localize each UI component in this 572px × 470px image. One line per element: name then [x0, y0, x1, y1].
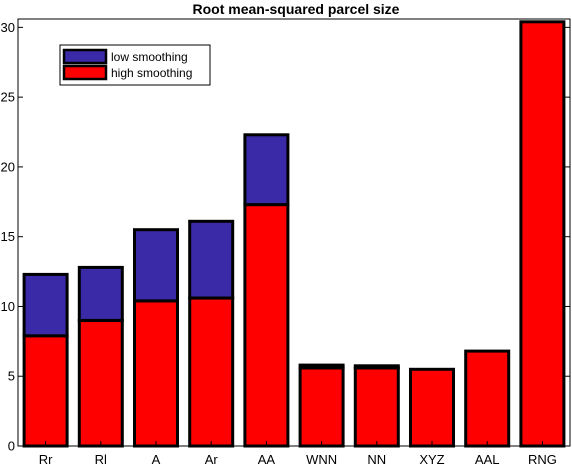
bar-rng-high-smoothing — [519, 20, 566, 448]
bar-aa-high-smoothing — [243, 203, 290, 448]
bar-rr-low-smoothing — [22, 272, 69, 338]
bar-rl-high-smoothing — [77, 318, 124, 448]
x-tick-label: Rr — [39, 452, 53, 467]
legend-label-low-smoothing: low smoothing — [111, 50, 188, 64]
bar-a-high-smoothing — [133, 299, 179, 448]
y-tick-label: 10 — [1, 299, 15, 314]
x-tick-label: Ar — [205, 452, 219, 467]
legend-label-high-smoothing: high smoothing — [111, 66, 192, 80]
bar-nn-low-smoothing — [353, 364, 400, 370]
y-tick-label: 30 — [1, 20, 15, 35]
bar-xyz-high-smoothing — [409, 367, 455, 448]
bar-wnn-high-smoothing — [298, 366, 345, 448]
axes-layer: 0 5 10 15 20 25 30 Rr Rl A Ar AA WNN NN XYZ AAL RNG — [1, 18, 571, 467]
x-tick-label: NN — [367, 452, 386, 467]
legend-swatch-high-smoothing — [62, 64, 108, 81]
x-tick-label: AAL — [475, 452, 500, 467]
y-tick-label: 25 — [1, 90, 15, 105]
x-tick-label: RNG — [528, 452, 557, 467]
y-tick-label: 5 — [8, 369, 15, 384]
bar-aa-low-smoothing — [243, 133, 290, 207]
legend: low smoothing high smoothing — [59, 44, 211, 86]
x-tick-label: A — [152, 452, 161, 467]
y-tick-label: 0 — [8, 439, 15, 454]
bar-wnn-low-smoothing — [298, 363, 345, 370]
bar-rr-high-smoothing — [22, 334, 69, 448]
axes-frame — [17, 18, 571, 447]
legend-swatch-low-smoothing — [62, 48, 108, 65]
x-tick-label: WNN — [306, 452, 337, 467]
bar-rl-low-smoothing — [77, 265, 124, 322]
bar-ar-high-smoothing — [188, 296, 235, 448]
y-tick-label: 15 — [1, 229, 15, 244]
bar-aal-high-smoothing — [464, 349, 511, 448]
x-tick-label: XYZ — [419, 452, 444, 467]
x-tick-label: AA — [258, 452, 276, 467]
y-tick-label: 20 — [1, 159, 15, 174]
chart-title: Root mean-squared parcel size — [193, 1, 400, 17]
bar-nn-high-smoothing — [353, 366, 400, 448]
x-tick-label: Rl — [95, 452, 107, 467]
bar-a-low-smoothing — [133, 228, 179, 303]
bar-ar-low-smoothing — [188, 219, 235, 300]
